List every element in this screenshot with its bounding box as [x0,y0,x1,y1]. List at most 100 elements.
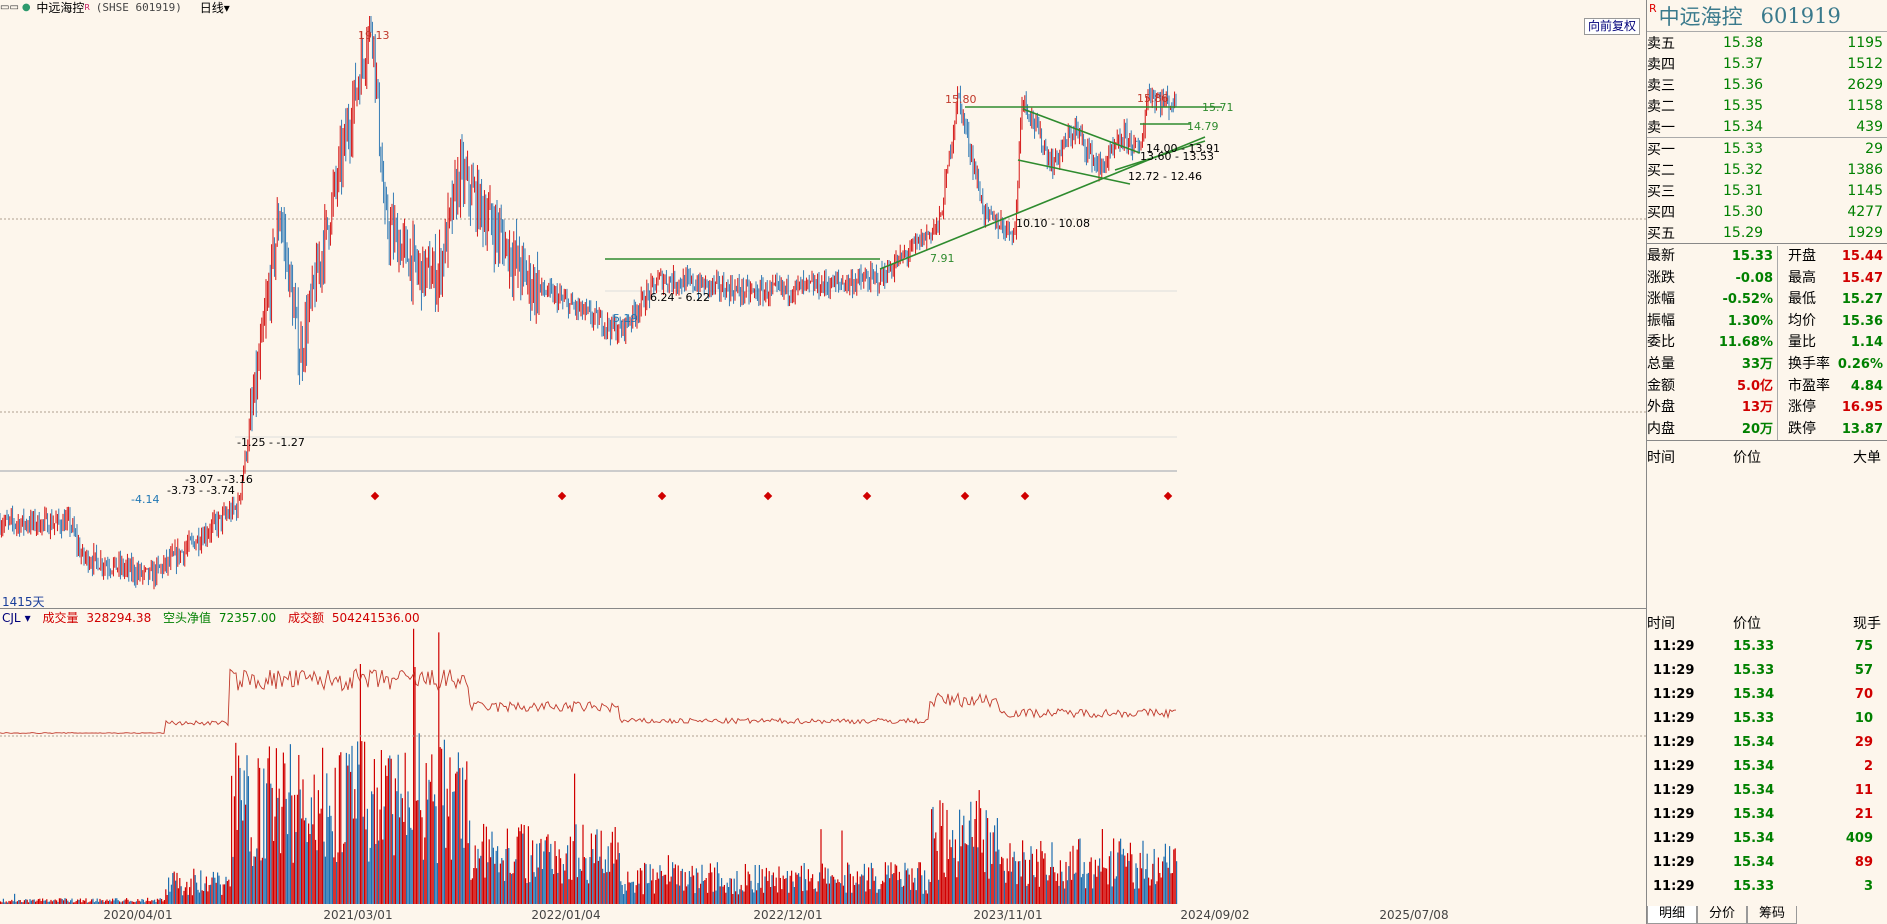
order-qty: 1145 [1847,182,1883,199]
order-price: 15.31 [1723,182,1764,199]
chart-title-bar: ▭▭ ● 中远海控R (SHSE 601919) 日线▾ [0,0,1646,16]
order-row: 卖四 15.37 1512 [1647,53,1887,74]
price-annotation: -3.07 - -3.16 [185,473,253,486]
x-tick: 2025/07/08 [1379,908,1449,922]
stat-value: 15.27 [1841,292,1883,308]
stat-label: 委比 [1647,334,1675,351]
trade-row: 11:29 15.34 11 [1647,778,1887,802]
x-tick: 2023/11/01 [973,908,1043,922]
quote-header: R 中远海控 601919 [1647,0,1887,32]
stat-value: -0.52% [1722,292,1774,308]
x-tick: 2022/12/01 [753,908,823,922]
order-row: 买三 15.31 1145 [1647,180,1887,201]
event-marker[interactable] [557,491,567,501]
order-level: 买四 [1647,204,1675,221]
trade-row: 11:29 15.34 89 [1647,850,1887,874]
x-axis: 2020/04/01 2021/03/01 2022/01/04 2022/12… [0,904,1646,924]
panel-divider [1646,0,1647,924]
stat-value: 13万 [1741,400,1773,416]
event-marker[interactable] [657,491,667,501]
r-mark: R [1649,2,1657,15]
event-marker[interactable] [370,491,380,501]
stock-name: 中远海控 [36,1,85,15]
period-label: 日线 [199,1,224,15]
tab-chips[interactable]: 筹码 [1747,906,1797,924]
event-marker[interactable] [960,491,970,501]
trade-time: 11:29 [1653,854,1695,870]
quote-stats: 最新 15.33 开盘 15.44 涨跌 -0.08 最高 15.47 涨幅 -0.52% 最低 15… [1647,244,1887,442]
order-row: 卖三 15.36 2629 [1647,74,1887,95]
tab-price-distribution[interactable]: 分价 [1697,906,1747,924]
trade-time: 11:29 [1653,638,1695,654]
trade-volume: 409 [1845,830,1873,846]
trade-price: 15.34 [1733,734,1775,750]
adjust-mode-button[interactable]: 向前复权 [1584,18,1641,35]
price-annotation: -1.25 - -1.27 [237,436,305,449]
trade-detail-list[interactable]: 时间 价位 现手 11:29 15.33 75 11:29 15.33 57 11:29 15… [1647,612,1887,898]
order-level: 卖一 [1647,119,1675,136]
stat-label: 涨幅 [1647,291,1675,308]
buy-orders: 买一 15.33 29 买二 15.32 1386 买三 15.31 1145 买四 15.30 42… [1647,138,1887,244]
trade-volume: 11 [1854,782,1873,798]
trade-row: 11:29 15.33 10 [1647,706,1887,730]
col-volume: 现手 [1853,616,1881,632]
layout-icon[interactable]: ▭▭ [0,2,19,13]
trade-price: 15.33 [1733,710,1775,726]
stat-value: 4.84 [1850,378,1883,394]
order-qty: 2629 [1847,76,1883,93]
indicator-selector[interactable]: CJL ▾ [2,611,35,625]
vol-label: 成交量 [42,611,79,625]
trade-time: 11:29 [1653,782,1695,798]
quote-panel: R 中远海控 601919 卖五 15.38 1195 卖四 15.37 1512 卖三 15… [1647,0,1887,924]
trade-volume: 21 [1854,806,1873,822]
chevron-down-icon: ▾ [24,611,31,625]
trade-price: 15.33 [1733,878,1775,894]
indicator-name: CJL [2,611,21,625]
stat-label: 外盘 [1647,399,1675,416]
net-value: 72357.00 [218,611,277,625]
order-level: 买三 [1647,183,1675,200]
trade-row: 11:29 15.34 29 [1647,730,1887,754]
stat-value: 15.44 [1841,249,1883,264]
stat-label: 最新 [1647,248,1675,264]
price-annotation: 10.10 - 10.08 [1016,217,1090,230]
period-selector[interactable]: 日线▾ [200,0,230,16]
order-level: 买二 [1647,162,1675,179]
trade-time: 11:29 [1653,710,1695,726]
order-level: 卖四 [1647,56,1675,73]
price-annotation: 14.79 [1187,120,1219,133]
stat-label: 振幅 [1647,312,1675,329]
event-marker[interactable] [862,491,872,501]
price-annotation: 12.72 - 12.46 [1128,170,1202,183]
x-tick: 2024/09/02 [1180,908,1250,922]
price-annotation: 5.19 [613,312,638,325]
order-level: 卖五 [1647,35,1675,52]
order-price: 15.37 [1723,55,1764,72]
trade-price: 15.34 [1733,782,1775,798]
price-annotation: 15.86 [1137,92,1169,105]
volume-chart[interactable] [0,610,1646,904]
stat-label: 总量 [1647,355,1675,372]
days-count: 1415天 [2,595,45,609]
order-level: 买一 [1647,141,1675,158]
stat-value: 15.36 [1841,313,1883,329]
stat-label: 量比 [1777,332,1832,354]
trade-time: 11:29 [1653,806,1695,822]
pane-divider[interactable] [0,608,1646,609]
order-row: 卖五 15.38 1195 [1647,32,1887,53]
stat-label: 最高 [1777,267,1832,290]
event-marker[interactable] [763,491,773,501]
order-level: 卖三 [1647,77,1675,94]
price-annotation: 15.80 [945,93,977,106]
event-marker[interactable] [1163,491,1173,501]
order-row: 买二 15.32 1386 [1647,159,1887,180]
tab-detail[interactable]: 明细 [1647,906,1697,924]
trade-price: 15.34 [1733,854,1775,870]
col-price: 价位 [1733,450,1761,467]
kline-chart[interactable]: 19.13 15.80 15.86 15.71 14.79 14.00 - 13.9113… [0,16,1646,608]
order-price: 15.34 [1723,118,1764,135]
trade-row: 11:29 15.33 3 [1647,874,1887,898]
order-level: 买五 [1647,225,1675,242]
event-marker[interactable] [1020,491,1030,501]
trade-volume: 75 [1854,638,1873,654]
